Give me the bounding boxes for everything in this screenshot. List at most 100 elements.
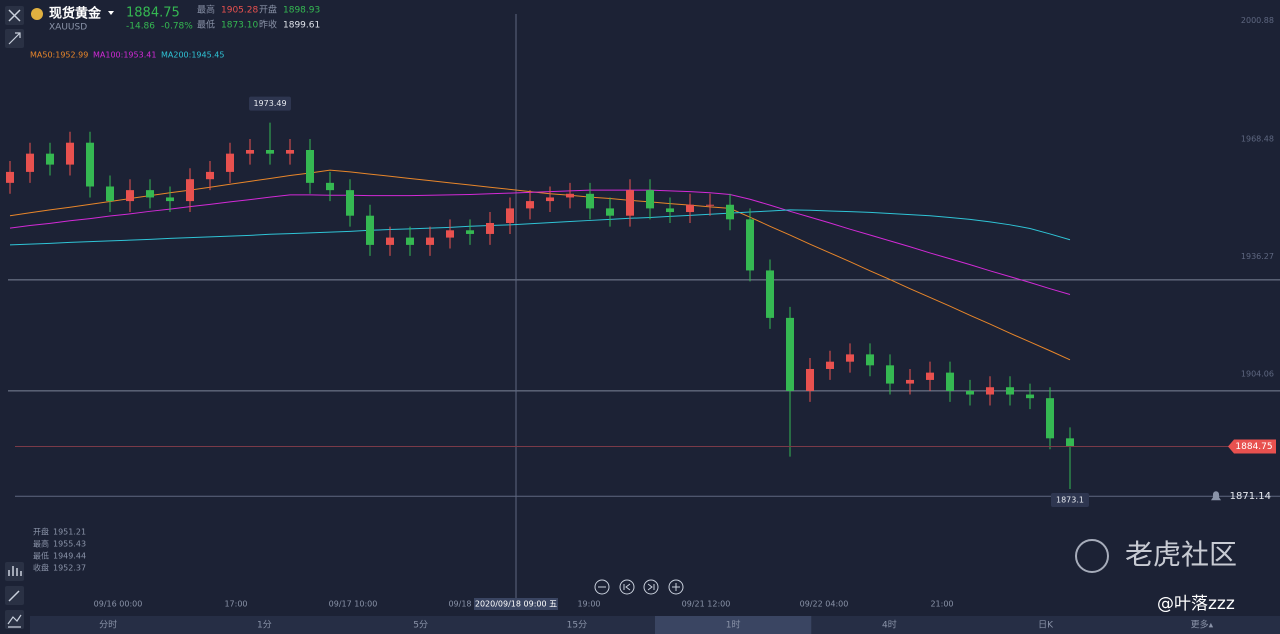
candle-body <box>666 208 674 213</box>
candle-body <box>466 230 474 234</box>
candle-body <box>1006 387 1014 395</box>
x-tick-label: 19:00 <box>577 600 600 609</box>
ohlc-value: 1951.21 <box>53 528 86 537</box>
candle-body <box>1046 398 1054 439</box>
candle-body <box>806 368 814 391</box>
candle-body <box>646 190 654 209</box>
tab[interactable]: 更多▴ <box>1191 619 1214 631</box>
x-tick-label: 09/21 12:00 <box>682 600 731 609</box>
candle-body <box>166 197 174 202</box>
candle-body <box>126 190 134 202</box>
candle-body <box>1026 394 1034 399</box>
watermark-brand: 老虎社区 <box>1125 538 1237 571</box>
price: 1884.75 <box>126 6 180 21</box>
ohlc-value: 1952.37 <box>53 564 86 573</box>
candle-body <box>86 142 94 187</box>
candle-body <box>326 182 334 191</box>
ohlc-value: 1949.44 <box>53 552 86 561</box>
scroll-end[interactable] <box>643 579 659 595</box>
candle-body <box>186 179 194 202</box>
watermark-logo <box>1075 539 1109 573</box>
candle-body <box>606 208 614 216</box>
candle-body <box>926 372 934 380</box>
zoom-controls <box>594 579 684 595</box>
candle-body <box>46 153 54 165</box>
high-tag <box>249 96 291 111</box>
legend-entry: MA100:1953.41 <box>93 51 156 60</box>
tab[interactable]: 15分 <box>567 620 587 631</box>
tab[interactable]: 1分 <box>257 620 272 631</box>
stat-value: 1899.61 <box>283 21 320 31</box>
candle-body <box>286 150 294 154</box>
stat-label: 开盘 <box>259 4 277 16</box>
ohlc-label: 收盘 <box>33 563 49 573</box>
y-tick-label: 1968.48 <box>1241 134 1274 143</box>
gold-icon <box>31 8 43 20</box>
x-tick-label: 09/18 <box>448 600 471 609</box>
x-tick-label: 17:00 <box>224 600 247 609</box>
y-tick-label: 1904.06 <box>1241 370 1274 379</box>
expand-icon <box>8 32 21 45</box>
candle-body <box>566 193 574 198</box>
candle-body <box>1066 438 1074 447</box>
candle-body <box>506 208 514 223</box>
candle-body <box>266 150 274 154</box>
x-tick-label: 09/16 00:00 <box>94 600 143 609</box>
candle-body <box>26 153 34 172</box>
candle-body <box>446 230 454 238</box>
tab[interactable]: 4时 <box>882 619 897 631</box>
y-tick-label: 2000.88 <box>1241 16 1274 25</box>
candle-body <box>846 354 854 362</box>
candle-body <box>246 150 254 154</box>
ohlc-label: 开盘 <box>33 527 49 537</box>
indicator-button[interactable] <box>5 562 24 581</box>
candle-body <box>726 204 734 220</box>
watermark-author: @叶落zzz <box>1157 594 1235 614</box>
candle-body <box>346 190 354 216</box>
stat-label: 昨收 <box>259 19 277 31</box>
crosshair-tag <box>474 598 558 610</box>
change-pct: -0.78% <box>161 22 193 32</box>
candle-body <box>866 354 874 366</box>
candle-body <box>426 237 434 245</box>
candle-body <box>786 317 794 391</box>
x-tick-label: 09/17 10:00 <box>329 600 378 609</box>
candle-body <box>886 365 894 384</box>
stat-label: 最低 <box>197 19 215 31</box>
tab[interactable]: 5分 <box>413 620 428 631</box>
tab[interactable]: 分时 <box>99 619 117 631</box>
draw-icon <box>8 590 20 602</box>
low-tag <box>1051 493 1089 508</box>
legend-entry: MA200:1945.45 <box>161 51 224 60</box>
candle-body <box>486 222 494 234</box>
stat-value: 1873.10 <box>221 21 258 31</box>
indicator-icon <box>8 566 22 576</box>
candle-body <box>146 190 154 198</box>
last-price-tag <box>1228 439 1276 454</box>
zoom-in[interactable] <box>668 579 684 595</box>
change: -14.86 <box>126 22 155 32</box>
scroll-start[interactable] <box>619 579 635 595</box>
candle-body <box>66 142 74 165</box>
symbol-name[interactable]: 现货黄金 <box>49 6 102 22</box>
y-tick-label: 1936.27 <box>1241 252 1274 261</box>
candle-body <box>626 190 634 216</box>
candle-body <box>586 193 594 209</box>
zoom-out[interactable] <box>594 579 610 595</box>
candle-body <box>706 204 714 206</box>
candle-body <box>686 204 694 213</box>
low-label: 1873.1 <box>1056 496 1084 505</box>
stat-value: 1905.28 <box>221 6 258 16</box>
candle-body <box>6 171 14 183</box>
candle-body <box>906 379 914 384</box>
last-price-label: 1884.75 <box>1235 442 1272 452</box>
ohlc-label: 最低 <box>33 551 49 561</box>
tools-button[interactable] <box>5 610 24 629</box>
dropdown-icon <box>108 11 114 15</box>
tab[interactable]: 日K <box>1038 620 1054 631</box>
tab[interactable]: 1时 <box>726 619 741 631</box>
candle-body <box>206 171 214 180</box>
